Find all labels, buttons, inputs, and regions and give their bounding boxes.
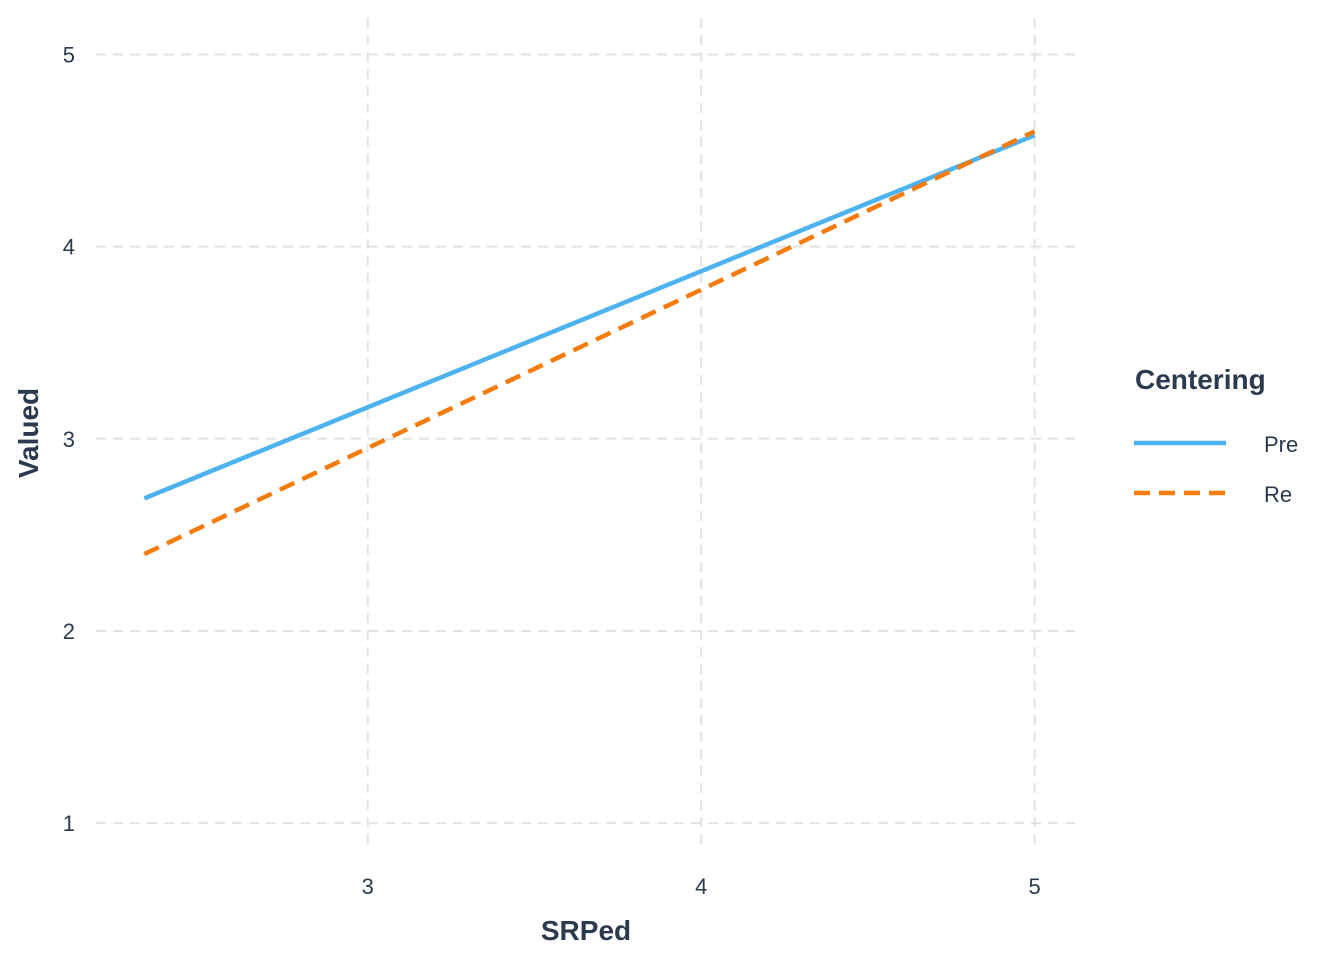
x-tick-label: 3 (362, 874, 374, 899)
y-tick-label: 3 (63, 427, 75, 452)
series-line-pre (143, 133, 1036, 501)
legend-label-re: Re (1264, 482, 1292, 507)
x-tick-label: 4 (695, 874, 707, 899)
y-axis-title: Valued (13, 388, 44, 478)
series-lines (143, 129, 1036, 557)
y-tick-label: 1 (63, 811, 75, 836)
y-tick-label: 5 (63, 43, 75, 68)
legend: Centering Pre Re (1134, 364, 1298, 507)
legend-items: Pre Re (1134, 432, 1298, 507)
x-axis-title: SRPed (541, 915, 631, 946)
legend-label-pre: Pre (1264, 432, 1298, 457)
x-tick-label: 5 (1029, 874, 1041, 899)
legend-title: Centering (1135, 364, 1266, 395)
series-line-re (143, 129, 1036, 557)
axis-ticks: 3 4 5 1 2 3 4 5 (63, 43, 1041, 899)
y-tick-label: 4 (63, 235, 75, 260)
y-tick-label: 2 (63, 619, 75, 644)
grid (96, 18, 1078, 850)
